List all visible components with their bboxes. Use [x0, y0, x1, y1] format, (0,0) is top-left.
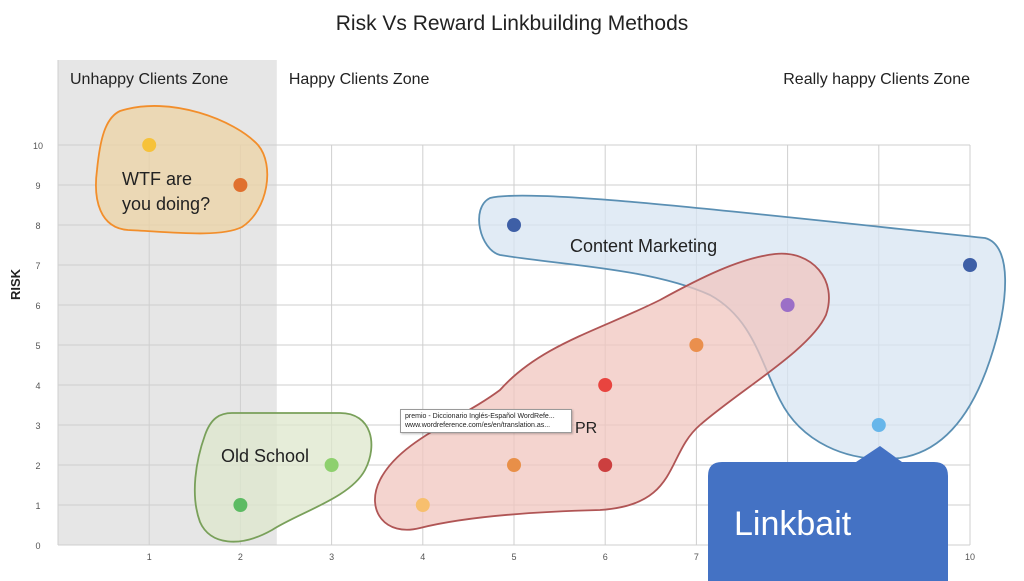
link-tooltip: premio - Diccionario Inglés-Español Word…	[400, 409, 572, 433]
data-point	[142, 138, 157, 152]
data-point	[324, 458, 339, 472]
x-tick-label: 7	[694, 552, 699, 562]
y-tick-label: 6	[35, 301, 40, 311]
region-label: Old School	[221, 446, 309, 466]
y-tick-label: 0	[35, 541, 40, 551]
y-tick-label: 5	[35, 341, 40, 351]
linkbait-label: Linkbait	[734, 505, 852, 543]
linkbait-callout	[708, 446, 948, 581]
tooltip-title: premio - Diccionario Inglés-Español Word…	[405, 413, 555, 420]
region-label: you doing?	[122, 194, 210, 214]
y-tick-label: 1	[35, 501, 40, 511]
zone-label: Really happy Clients Zone	[783, 71, 970, 88]
data-point	[689, 338, 704, 352]
x-tick-label: 4	[420, 552, 425, 562]
region-1	[95, 105, 269, 235]
region-3	[374, 252, 830, 531]
tooltip-url: www.wordreference.com/es/en/translation.…	[405, 422, 551, 429]
y-tick-label: 9	[35, 181, 40, 191]
data-point	[598, 378, 613, 392]
region-label: Content Marketing	[570, 236, 717, 256]
region-label: WTF are	[122, 169, 192, 189]
y-tick-label: 3	[35, 421, 40, 431]
data-point	[507, 458, 521, 472]
x-tick-label: 5	[511, 552, 516, 562]
x-tick-label: 2	[238, 552, 243, 562]
y-tick-label: 10	[33, 141, 43, 151]
data-point	[415, 498, 430, 512]
y-tick-label: 4	[35, 381, 40, 391]
x-tick-label: 6	[603, 552, 608, 562]
data-point	[780, 298, 795, 312]
data-point	[963, 258, 977, 272]
data-point	[871, 418, 886, 432]
chart-title: Risk Vs Reward Linkbuilding Methods	[335, 12, 689, 35]
zone-label: Unhappy Clients Zone	[70, 71, 228, 88]
x-tick-label: 1	[147, 552, 152, 562]
region-label: PR	[575, 420, 597, 437]
data-point	[507, 218, 521, 232]
zone-label: Happy Clients Zone	[289, 71, 430, 88]
data-point	[233, 498, 248, 512]
y-tick-label: 7	[35, 261, 40, 271]
y-tick-label: 2	[35, 461, 40, 471]
x-tick-label: 3	[329, 552, 334, 562]
x-tick-label: 10	[965, 552, 975, 562]
y-tick-label: 8	[35, 221, 40, 231]
data-point	[598, 458, 613, 472]
data-point	[233, 178, 248, 192]
